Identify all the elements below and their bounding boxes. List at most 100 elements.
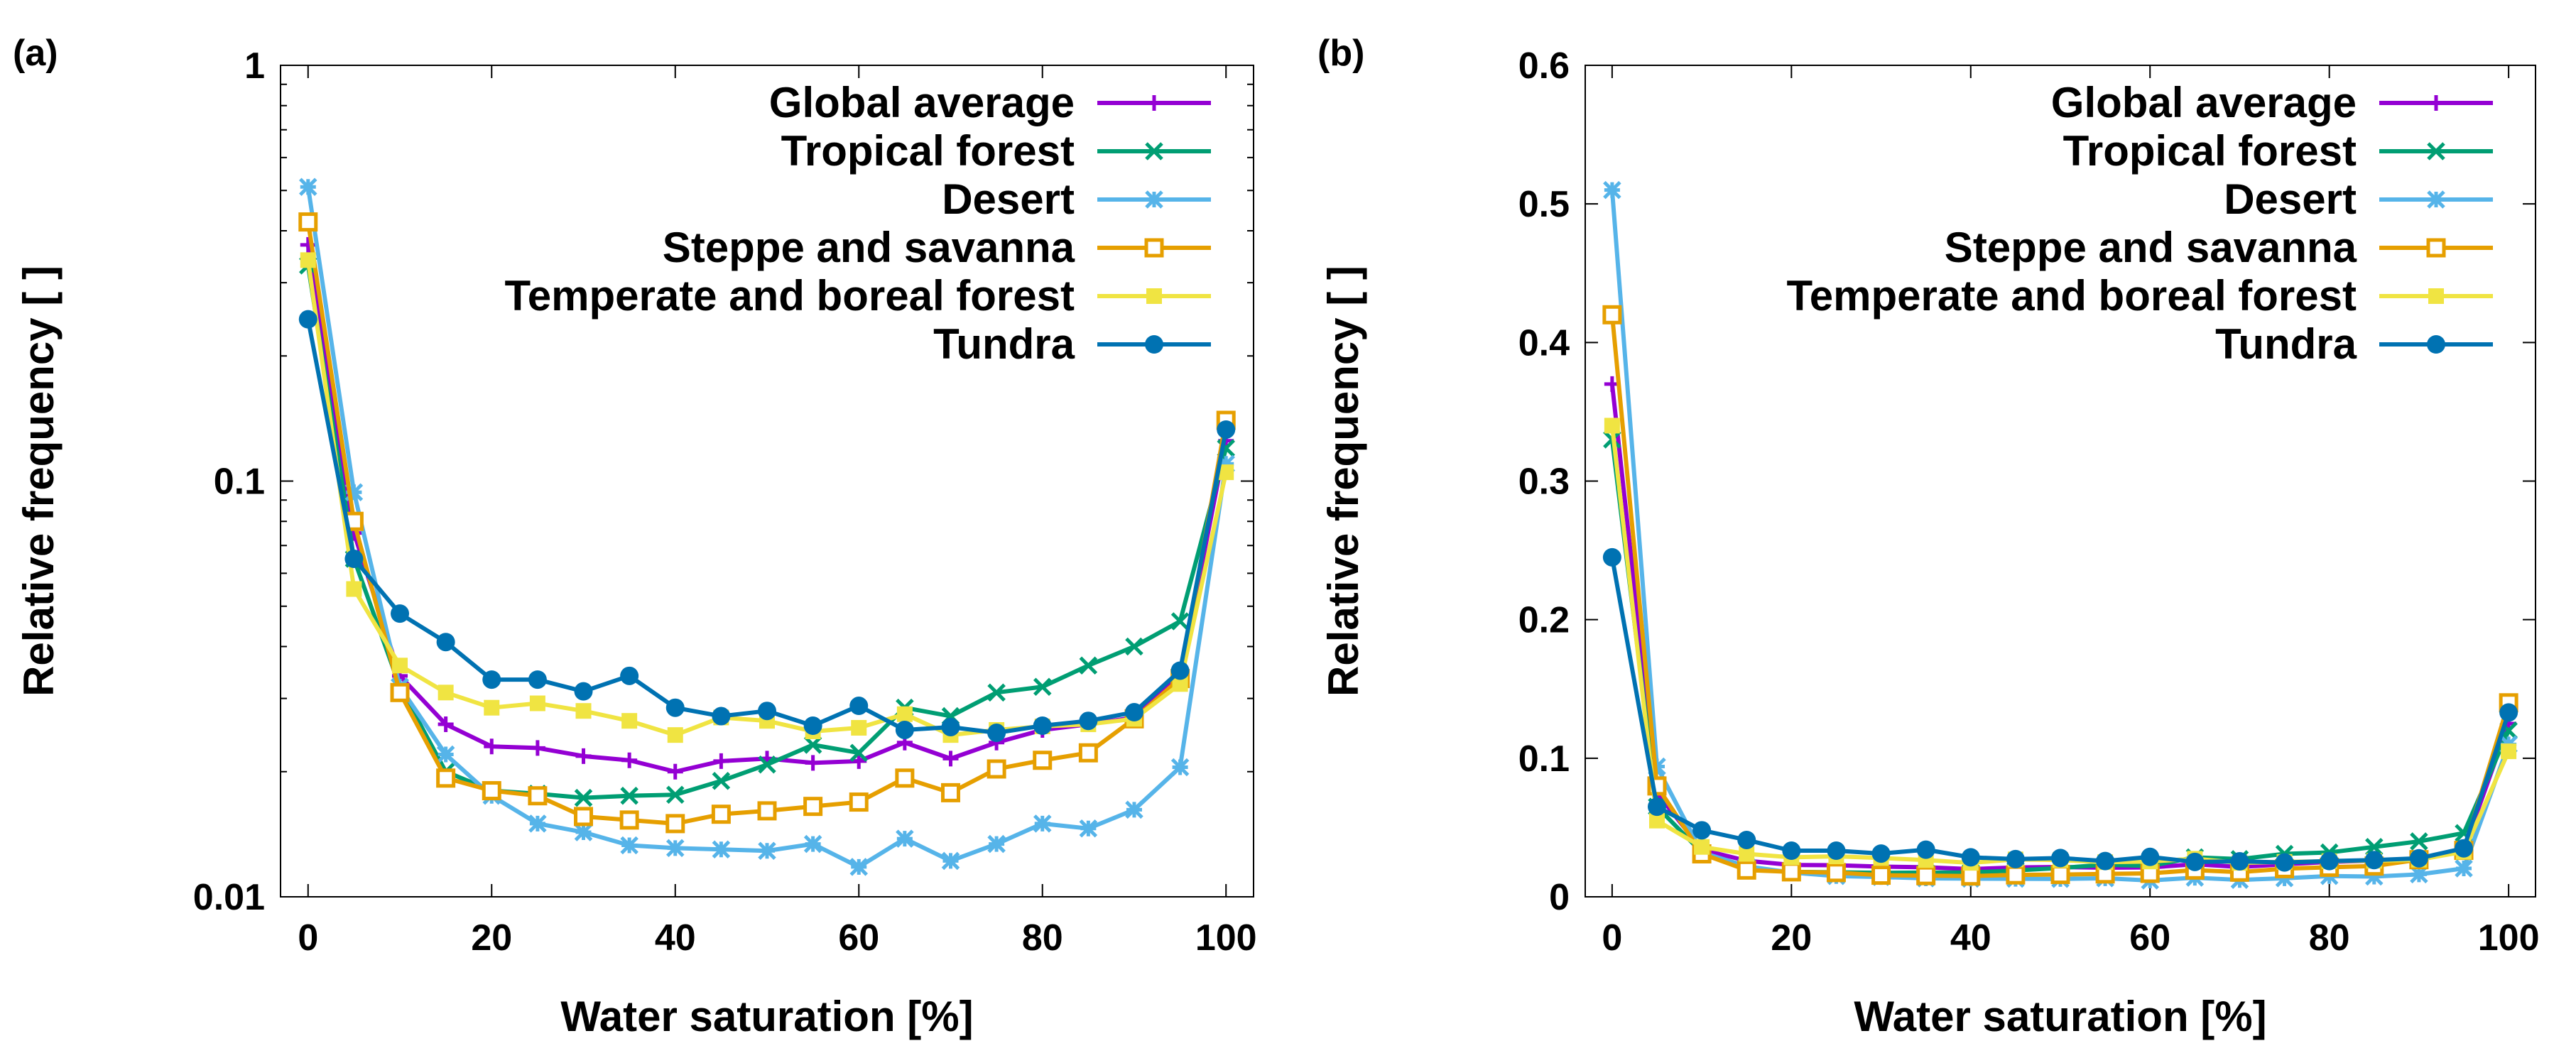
data-point	[2501, 743, 2517, 760]
data-point	[619, 810, 639, 830]
panel-label: (b)	[1317, 33, 1364, 74]
data-point	[1602, 305, 1622, 325]
y-axis-label: Relative frequency [ ]	[1320, 266, 1367, 697]
legend-marker	[2427, 190, 2445, 209]
data-point	[1124, 703, 1143, 722]
series-global-average	[1604, 376, 2517, 877]
data-point	[849, 858, 869, 876]
data-point	[1217, 420, 1236, 439]
data-point	[298, 310, 317, 329]
data-point	[803, 736, 822, 754]
x-axis-label: Water saturation [%]	[1854, 993, 2266, 1040]
data-point	[574, 682, 593, 701]
data-point	[1033, 751, 1053, 770]
legend-marker	[1145, 142, 1163, 160]
data-point	[712, 840, 731, 859]
legend-label: Global average	[2051, 79, 2357, 126]
data-point	[1125, 800, 1143, 819]
data-point	[1603, 180, 1621, 200]
y-tick-label: 1	[244, 45, 265, 87]
x-tick-label: 40	[1950, 917, 1991, 959]
data-point	[1827, 841, 1846, 861]
data-point	[940, 782, 960, 802]
y-tick-label: 0.3	[1518, 462, 1570, 503]
data-point	[436, 768, 456, 788]
x-tick-label: 0	[298, 917, 318, 959]
data-point	[1826, 863, 1846, 883]
y-axis-label: Relative frequency [ ]	[15, 266, 63, 697]
legend-label: Tundra	[2215, 320, 2357, 368]
data-point	[1033, 716, 1052, 735]
data-point	[1782, 841, 1801, 861]
data-point	[2006, 865, 2026, 885]
data-point	[2006, 849, 2025, 868]
data-point	[1737, 860, 1756, 880]
data-point	[528, 786, 548, 806]
data-point	[2499, 703, 2518, 722]
legend-marker	[1145, 190, 1163, 209]
data-point	[528, 814, 547, 833]
data-point	[2410, 832, 2428, 851]
legend-marker	[2426, 238, 2446, 258]
data-point	[711, 805, 731, 824]
data-point	[1961, 848, 1980, 867]
legend-label: Tropical forest	[781, 127, 1075, 175]
data-point	[1916, 840, 1935, 859]
data-point	[2275, 853, 2294, 872]
x-tick-label: 60	[2129, 917, 2170, 959]
data-point	[1217, 454, 1235, 474]
data-point	[665, 814, 685, 834]
data-point	[1781, 862, 1801, 882]
series-line	[1609, 315, 2511, 878]
data-point	[1033, 677, 1052, 697]
data-point	[621, 713, 638, 729]
data-point	[484, 738, 500, 755]
data-point	[1170, 758, 1190, 777]
legend-label: Desert	[942, 175, 1075, 223]
data-point	[849, 792, 869, 812]
y-tick-label: 0.1	[1518, 738, 1570, 780]
data-point	[620, 666, 639, 685]
data-point	[346, 581, 362, 597]
legend-marker	[2427, 335, 2445, 354]
data-point	[758, 702, 776, 721]
data-point	[1078, 743, 1098, 763]
plot-frame	[1585, 65, 2536, 898]
data-point	[2320, 851, 2339, 871]
legend-marker	[2428, 95, 2444, 111]
data-point	[2185, 852, 2205, 871]
data-point	[2365, 837, 2384, 856]
data-point	[574, 823, 593, 841]
data-point	[713, 753, 729, 769]
data-point	[851, 753, 867, 769]
data-point	[620, 836, 638, 855]
data-point	[895, 720, 914, 739]
y-tick-label: 0.6	[1518, 45, 1570, 87]
data-point	[1172, 676, 1188, 692]
y-tick-label: 0.01	[193, 877, 265, 918]
data-point	[1079, 819, 1098, 838]
data-point	[1079, 711, 1098, 731]
data-point	[484, 699, 500, 716]
chart-panel-b: 0 20 40 60 80 100 0 0.1 0.2 0.3 0.4 0.5 0.6 Water sat…	[1317, 33, 2540, 1040]
data-point	[344, 550, 364, 569]
data-point	[667, 763, 683, 780]
data-point	[941, 717, 960, 736]
data-point	[621, 752, 638, 768]
data-point	[665, 785, 685, 805]
legend-label: Temperate and boreal forest	[1787, 272, 2357, 320]
x-tick-label: 40	[655, 917, 696, 959]
data-point	[2455, 839, 2474, 858]
data-point	[574, 807, 594, 827]
data-point	[344, 483, 364, 502]
data-point	[896, 829, 914, 848]
legend-marker	[1146, 288, 1162, 304]
x-tick-label: 20	[1771, 917, 1812, 959]
data-point	[1604, 418, 1620, 434]
data-point	[851, 719, 867, 736]
data-point	[849, 697, 869, 716]
data-point	[1916, 866, 1936, 885]
data-point	[758, 756, 776, 774]
data-point	[803, 797, 823, 817]
